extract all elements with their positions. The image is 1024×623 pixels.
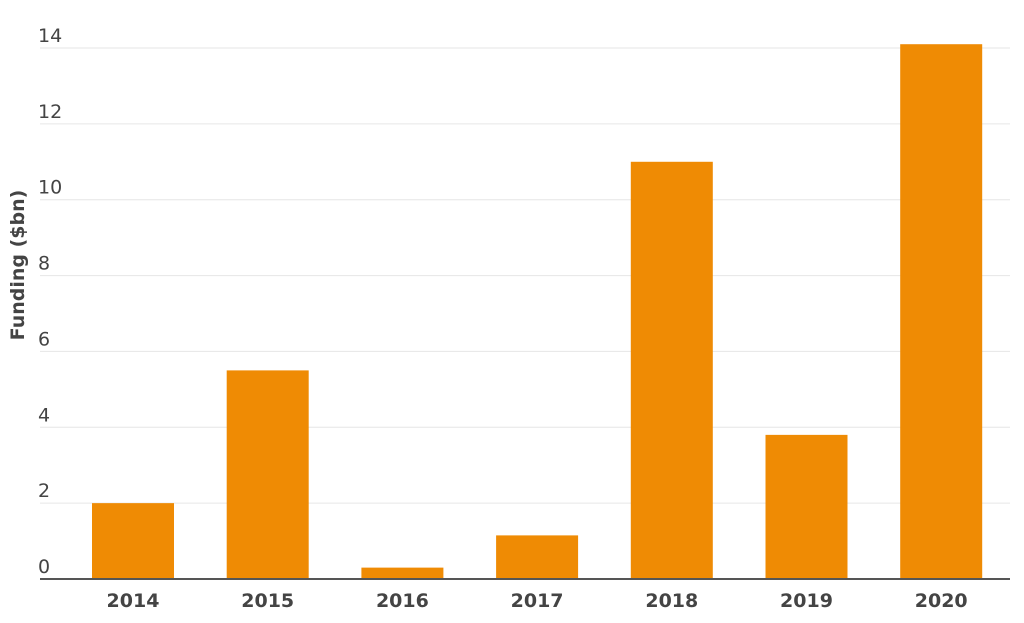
y-tick-label: 12	[38, 101, 62, 123]
y-tick-label: 10	[38, 177, 62, 199]
y-axis-title: Funding ($bn)	[7, 190, 29, 341]
y-tick-label: 14	[38, 25, 62, 47]
y-tick-label: 8	[38, 253, 50, 275]
y-tick-labels: 0 2 4 6 8 10 12 14	[38, 25, 62, 578]
y-tick-label: 2	[38, 480, 50, 502]
x-tick-labels: 2014 2015 2016 2017 2018 2019 2020	[107, 590, 968, 612]
bar-2018	[630, 161, 713, 580]
bar-2020	[900, 44, 983, 579]
x-tick-label: 2014	[107, 590, 160, 612]
grid-lines	[40, 47, 1010, 504]
x-tick-label: 2016	[376, 590, 429, 612]
y-tick-label: 0	[38, 556, 50, 578]
bar-2014	[92, 503, 174, 579]
bar-2017	[496, 535, 579, 579]
y-tick-label: 6	[38, 328, 50, 350]
bar-2016	[361, 567, 444, 579]
y-tick-label: 4	[38, 404, 50, 426]
bar-2019	[765, 434, 848, 579]
x-tick-label: 2019	[780, 590, 833, 612]
x-tick-label: 2017	[511, 590, 564, 612]
x-tick-label: 2018	[645, 590, 698, 612]
x-tick-label: 2015	[241, 590, 294, 612]
x-tick-label: 2020	[915, 590, 968, 612]
bar-2015	[226, 370, 309, 579]
bars	[92, 44, 983, 580]
